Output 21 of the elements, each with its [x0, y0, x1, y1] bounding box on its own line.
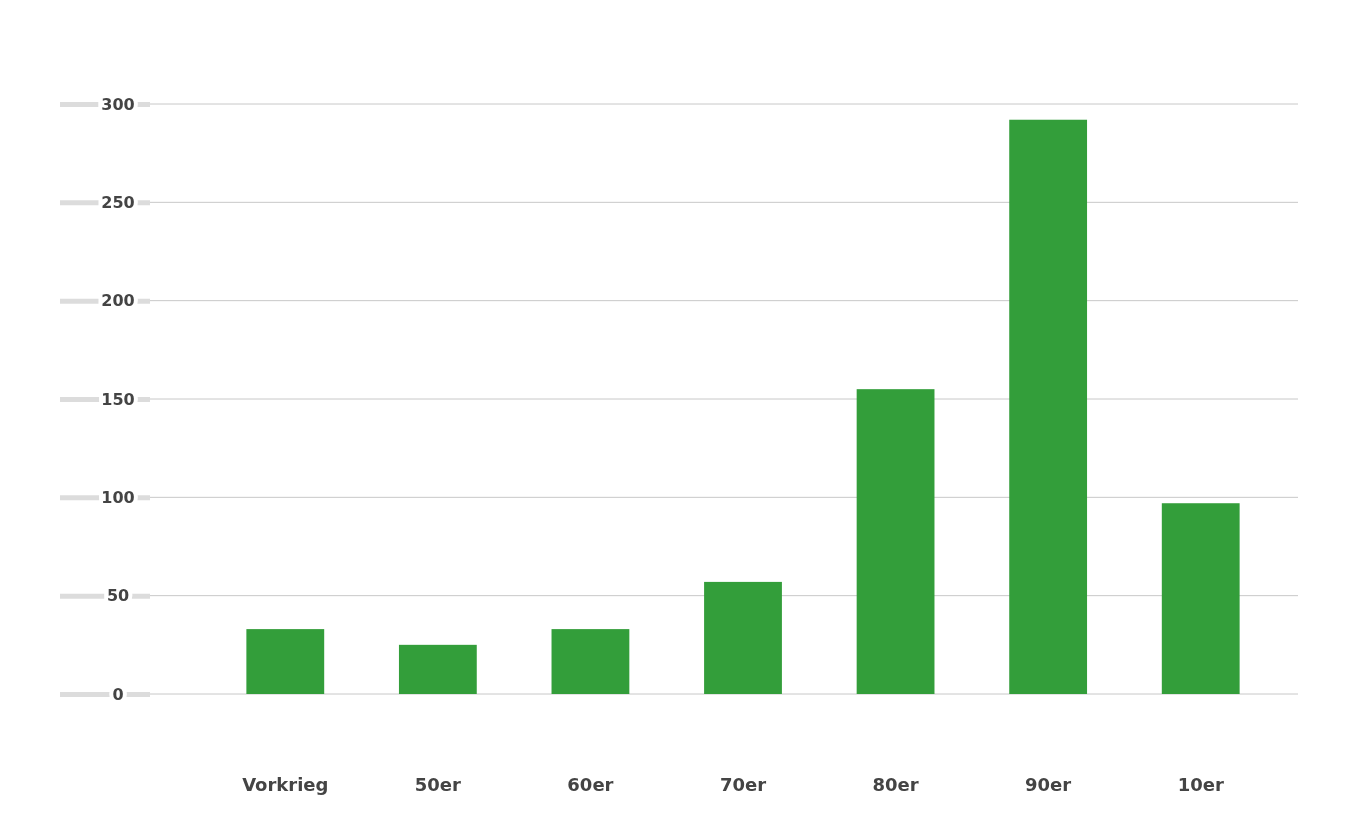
y-tick-label: 100: [101, 487, 135, 507]
y-tick-label: 0: [112, 684, 124, 704]
x-tick-label: 70er: [719, 774, 767, 795]
bar: [1009, 119, 1088, 694]
x-tick-label: 10er: [1177, 774, 1224, 795]
x-tick-label: 90er: [1025, 774, 1072, 795]
bar: [856, 389, 935, 694]
y-tick-label: 250: [101, 192, 135, 212]
y-tick-label: 300: [101, 94, 135, 114]
x-tick-label: Vorkrieg: [242, 774, 329, 795]
y-tick-label: 50: [106, 586, 130, 606]
y-tick-label: 200: [101, 291, 135, 311]
bar: [704, 581, 782, 694]
y-tick-label: 150: [101, 389, 135, 409]
bar: [551, 629, 630, 694]
bar: [398, 644, 477, 694]
x-tick-label: 50er: [414, 774, 462, 795]
bar: [246, 629, 325, 694]
x-tick-label: 80er: [872, 774, 919, 795]
bar: [1161, 503, 1240, 694]
x-tick-label: 60er: [567, 774, 614, 795]
